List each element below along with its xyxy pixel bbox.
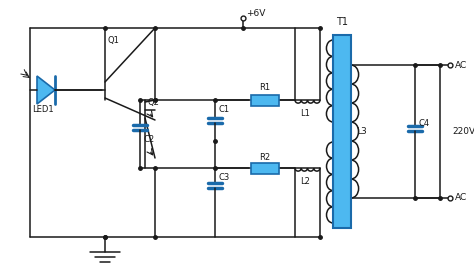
Text: L1: L1 [300,109,310,119]
Text: R1: R1 [259,83,271,93]
Text: AC: AC [455,60,467,69]
Text: C3: C3 [219,174,230,183]
Bar [251,95,279,106]
Text: +6V: +6V [246,9,265,18]
Polygon shape [37,76,55,104]
Text: LED1: LED1 [32,105,54,114]
Text: T1: T1 [336,17,348,27]
Text: L3: L3 [356,127,367,135]
Text: Q1: Q1 [108,36,120,44]
Text: C4: C4 [419,119,430,128]
Text: L2: L2 [300,178,310,186]
Text: C1: C1 [219,105,230,114]
Text: 220V: 220V [452,127,474,135]
Bar [333,35,351,228]
Bar [251,163,279,174]
Text: C2: C2 [144,134,155,144]
Text: AC: AC [455,194,467,203]
Text: Q2: Q2 [148,98,160,107]
Text: R2: R2 [259,154,271,163]
